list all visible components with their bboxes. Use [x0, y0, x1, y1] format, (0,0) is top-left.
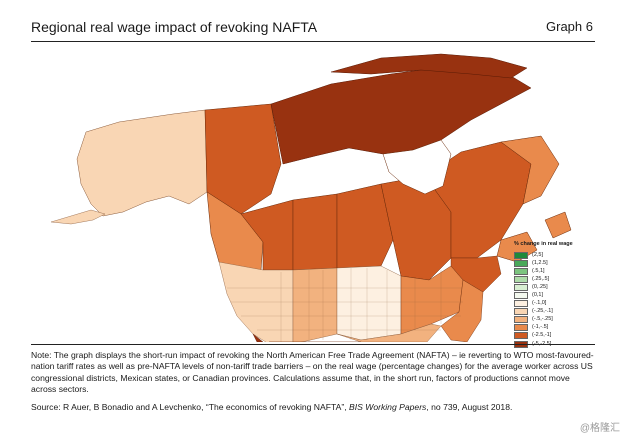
legend-label: (-.25,-.1] — [532, 308, 553, 315]
legend-item: (.25,.5] — [514, 275, 553, 283]
north-america-choropleth-map — [50, 53, 572, 342]
legend: (2,5] (1,2.5] (.5,1] (.25,.5] (0,.25] (0,1] (-… — [514, 251, 553, 348]
legend-label: (-.5,-.25] — [532, 316, 553, 323]
graph-number: Graph 6 — [546, 19, 593, 34]
region-us-mountain — [292, 267, 338, 342]
legend-swatch — [514, 316, 528, 324]
legend-label: (-1,-.5] — [532, 324, 549, 331]
source-text: Source: R Auer, B Bonadio and A Levchenk… — [31, 402, 512, 412]
top-rule — [31, 41, 595, 42]
source-suffix: , no 739, August 2018. — [426, 402, 513, 412]
region-nunavut — [270, 65, 532, 165]
legend-item: (0,.25] — [514, 283, 553, 291]
legend-item: (2,5] — [514, 251, 553, 259]
legend-item: (-.1,0] — [514, 300, 553, 308]
legend-swatch — [514, 324, 528, 332]
legend-item: (1,2.5] — [514, 259, 553, 267]
region-us-northeast — [450, 255, 502, 293]
legend-item: (-.5,-.25] — [514, 316, 553, 324]
source-series: BIS Working Papers — [348, 402, 427, 412]
legend-title: % change in real wage — [514, 241, 573, 247]
legend-label: (1,2.5] — [532, 259, 548, 266]
legend-item: (-.25,-.1] — [514, 308, 553, 316]
legend-label: (.25,.5] — [532, 275, 550, 282]
legend-swatch — [514, 259, 528, 267]
legend-label: (2,5] — [532, 251, 544, 258]
legend-item: (-2.5,-1] — [514, 332, 553, 340]
legend-item: (.5,1] — [514, 267, 553, 275]
legend-label: (0,.25] — [532, 283, 548, 290]
region-manitoba — [336, 183, 394, 269]
region-baja — [252, 333, 264, 342]
legend-label: (0,1] — [532, 292, 544, 299]
district-boundaries — [227, 268, 463, 342]
legend-item: (0,1] — [514, 291, 553, 300]
legend-swatch — [514, 275, 528, 283]
legend-swatch — [514, 308, 528, 316]
legend-swatch — [514, 283, 528, 291]
legend-label: (-.1,0] — [532, 300, 547, 307]
watermark: @格隆汇 — [579, 423, 620, 434]
legend-swatch — [514, 292, 528, 300]
hudson-bay — [382, 139, 452, 195]
region-us-texas — [336, 323, 442, 342]
region-us-southeast — [440, 279, 484, 342]
legend-swatch — [514, 251, 528, 259]
bottom-rule — [31, 344, 595, 345]
graph-title: Regional real wage impact of revoking NA… — [31, 19, 318, 35]
region-saskatchewan — [292, 193, 338, 271]
region-arctic-islands — [330, 53, 528, 79]
region-us-plains — [336, 265, 402, 341]
source-prefix: Source: R Auer, B Bonadio and A Levchenk… — [31, 402, 349, 412]
legend-swatch — [514, 267, 528, 275]
legend-item: (-1,-.5] — [514, 324, 553, 332]
region-labrador — [500, 135, 560, 205]
legend-swatch — [514, 300, 528, 308]
legend-label: (-5,-2.5] — [532, 340, 552, 347]
region-yukon — [204, 103, 282, 215]
region-alaska — [76, 109, 208, 217]
region-aleutians — [50, 209, 106, 225]
legend-swatch — [514, 332, 528, 340]
region-quebec — [424, 141, 532, 259]
region-newfoundland — [544, 211, 572, 239]
legend-label: (.5,1] — [532, 267, 545, 274]
note-text: Note: The graph displays the short-run i… — [31, 350, 594, 394]
legend-label: (-2.5,-1] — [532, 332, 552, 339]
